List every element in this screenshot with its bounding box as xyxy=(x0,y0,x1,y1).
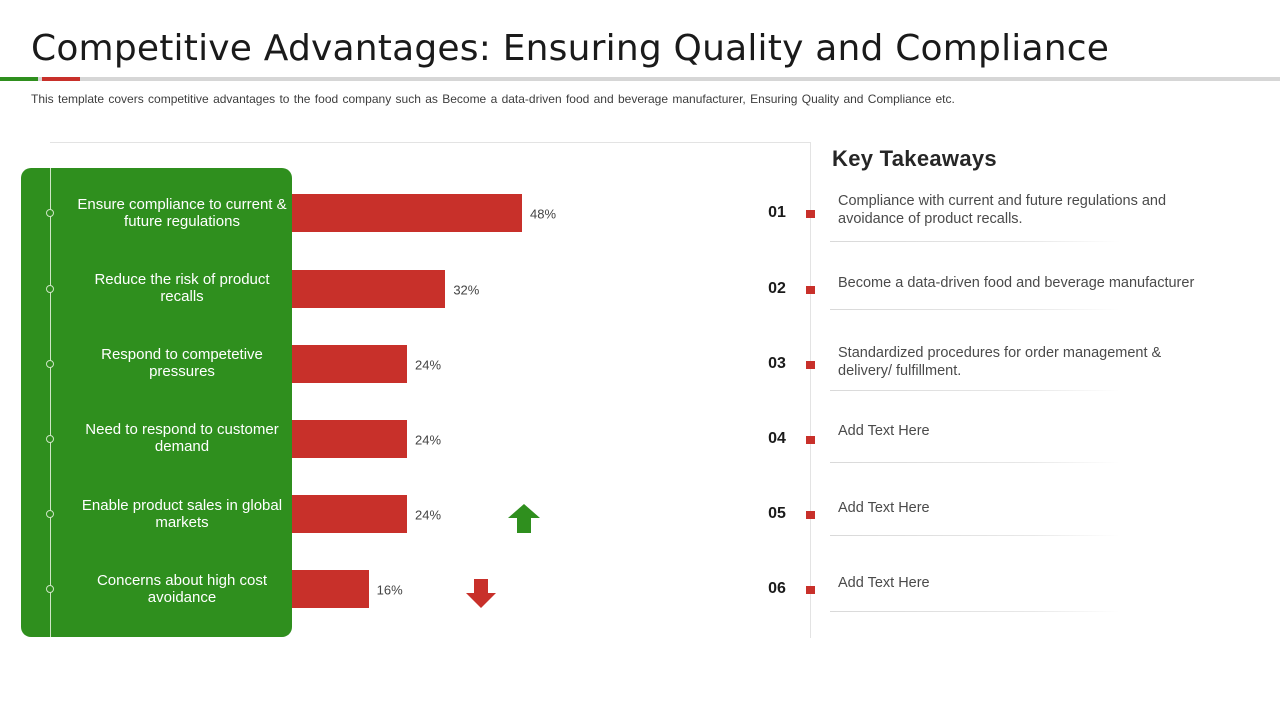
bar xyxy=(292,345,407,383)
title-accent-green xyxy=(0,77,38,81)
takeaway-divider xyxy=(830,611,1120,612)
title-underline xyxy=(0,77,1280,81)
takeaway-number: 03 xyxy=(768,355,786,372)
bar xyxy=(292,270,446,308)
category-marker xyxy=(46,285,54,293)
takeaway-divider xyxy=(830,390,1120,391)
title-accent-red xyxy=(42,77,80,81)
takeaway-divider xyxy=(830,462,1120,463)
plot-frame xyxy=(50,142,811,638)
bar-value-label: 32% xyxy=(453,282,480,298)
takeaway-text: Compliance with current and future regul… xyxy=(838,193,1167,227)
bar-value-label: 24% xyxy=(415,432,442,448)
category-marker xyxy=(46,585,54,593)
takeaway-divider xyxy=(830,535,1120,536)
category-label: Ensure compliance to current & future re… xyxy=(77,196,287,230)
category-label: Concerns about high cost avoidance xyxy=(96,572,268,606)
takeaway-number: 02 xyxy=(768,280,786,297)
category-marker xyxy=(46,209,54,217)
category-label: Enable product sales in global markets xyxy=(81,497,283,531)
takeaway-divider xyxy=(830,241,1120,242)
bar xyxy=(292,495,407,533)
takeaway-text: Add Text Here xyxy=(838,500,930,516)
bar-value-label: 24% xyxy=(415,507,442,523)
takeaway-marker xyxy=(806,361,815,369)
takeaway-divider xyxy=(830,309,1120,310)
category-marker xyxy=(46,510,54,518)
category-axis-line xyxy=(50,168,51,637)
bar-value-label: 48% xyxy=(530,206,557,222)
page-title: Competitive Advantages: Ensuring Quality… xyxy=(31,28,1110,69)
arrow-down-icon xyxy=(466,579,496,608)
takeaway-marker xyxy=(806,436,815,444)
bar xyxy=(292,194,522,232)
takeaway-marker xyxy=(806,210,815,218)
takeaway-marker xyxy=(806,511,815,519)
arrow-up-icon xyxy=(508,504,540,533)
page-subtitle: This template covers competitive advanta… xyxy=(31,92,955,106)
category-label: Respond to competetive pressures xyxy=(101,346,263,380)
category-marker xyxy=(46,435,54,443)
takeaway-number: 04 xyxy=(768,430,786,447)
bar xyxy=(292,570,369,608)
takeaway-text: Add Text Here xyxy=(838,575,930,591)
takeaway-text: Add Text Here xyxy=(838,423,930,439)
takeaway-number: 06 xyxy=(768,580,786,597)
takeaway-marker xyxy=(806,586,815,594)
bar-value-label: 16% xyxy=(376,582,403,598)
category-marker xyxy=(46,360,54,368)
key-takeaways-heading: Key Takeaways xyxy=(832,146,997,171)
bar-value-label: 24% xyxy=(415,357,442,373)
takeaway-text: Standardized procedures for order manage… xyxy=(838,345,1162,379)
category-label: Reduce the risk of product recalls xyxy=(94,271,270,305)
takeaway-number: 05 xyxy=(768,505,786,522)
takeaway-text: Become a data-driven food and beverage m… xyxy=(838,275,1195,291)
bar xyxy=(292,420,407,458)
takeaway-marker xyxy=(806,286,815,294)
category-panel xyxy=(21,168,292,637)
takeaway-number: 01 xyxy=(768,204,786,221)
category-label: Need to respond to customer demand xyxy=(85,421,279,455)
